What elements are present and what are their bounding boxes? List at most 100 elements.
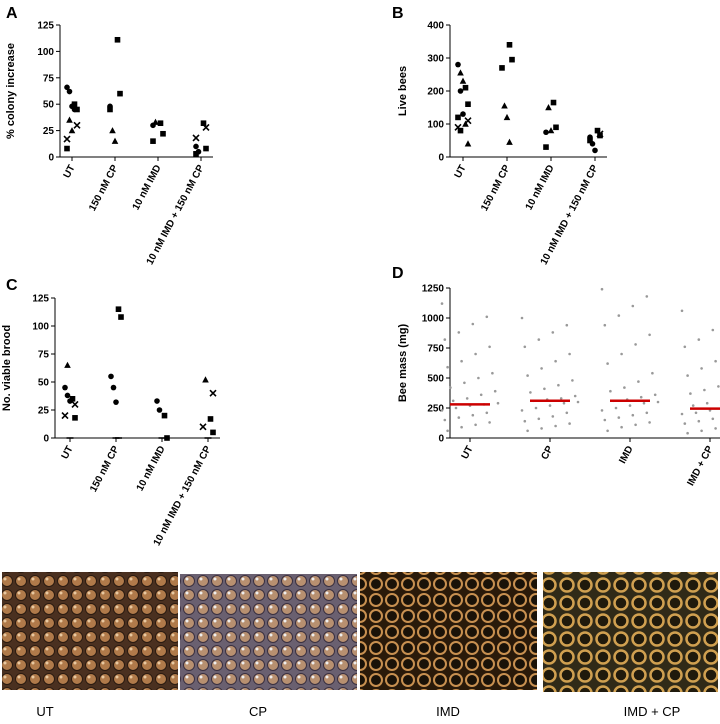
point bbox=[493, 389, 497, 393]
point bbox=[606, 362, 609, 365]
point bbox=[460, 359, 463, 363]
point bbox=[66, 116, 73, 123]
x-tick-label: UT bbox=[60, 444, 76, 461]
point bbox=[639, 395, 643, 399]
point bbox=[156, 407, 163, 413]
point bbox=[537, 338, 541, 341]
point bbox=[455, 114, 461, 121]
point bbox=[691, 404, 695, 407]
point bbox=[459, 77, 467, 84]
point bbox=[543, 387, 546, 391]
y-tick-label: 200 bbox=[427, 87, 444, 98]
point bbox=[152, 118, 159, 125]
y-tick-label: 1000 bbox=[422, 314, 445, 325]
point bbox=[520, 316, 524, 320]
point bbox=[111, 137, 119, 144]
point bbox=[499, 65, 505, 71]
point bbox=[557, 383, 560, 387]
y-tick-label: 125 bbox=[32, 294, 49, 305]
point bbox=[157, 120, 164, 127]
point bbox=[72, 415, 78, 421]
point bbox=[440, 409, 444, 412]
point bbox=[477, 376, 480, 380]
point bbox=[617, 314, 621, 317]
point bbox=[113, 399, 119, 405]
x-tick-label: 150 nM CP bbox=[87, 163, 121, 213]
panel-label: A bbox=[6, 5, 18, 22]
point bbox=[74, 106, 80, 113]
point bbox=[449, 386, 452, 389]
panel-label: C bbox=[6, 277, 18, 294]
point bbox=[109, 127, 116, 134]
y-tick-label: 75 bbox=[38, 350, 50, 361]
point bbox=[202, 123, 210, 131]
point bbox=[576, 400, 580, 404]
point bbox=[697, 419, 701, 423]
photo bbox=[180, 574, 357, 690]
point bbox=[648, 333, 651, 337]
point bbox=[474, 423, 477, 427]
point bbox=[203, 145, 209, 152]
point bbox=[454, 123, 462, 131]
y-axis-label: No. viable brood bbox=[1, 325, 13, 411]
point bbox=[620, 352, 623, 356]
point bbox=[71, 101, 78, 107]
point bbox=[565, 411, 569, 415]
point bbox=[529, 391, 532, 394]
x-tick-label: UT bbox=[62, 163, 78, 180]
point bbox=[520, 409, 524, 412]
point bbox=[543, 144, 549, 150]
point bbox=[683, 345, 687, 349]
point bbox=[600, 409, 604, 412]
point bbox=[457, 88, 464, 94]
point bbox=[609, 389, 612, 393]
point bbox=[460, 425, 463, 429]
y-tick-label: 25 bbox=[38, 406, 50, 417]
point bbox=[642, 401, 646, 405]
photo bbox=[2, 572, 178, 690]
point bbox=[547, 127, 555, 134]
y-tick-label: 0 bbox=[43, 434, 49, 445]
point bbox=[689, 392, 692, 395]
caption: IMD bbox=[436, 704, 460, 719]
point bbox=[694, 411, 698, 415]
y-tick-label: 250 bbox=[427, 404, 444, 415]
point bbox=[485, 315, 489, 319]
point bbox=[207, 416, 214, 422]
point bbox=[550, 99, 557, 106]
point bbox=[523, 419, 527, 423]
point bbox=[645, 295, 649, 298]
x-tick-label: UT bbox=[460, 444, 476, 461]
y-tick-label: 750 bbox=[427, 344, 444, 355]
point bbox=[114, 36, 121, 43]
point bbox=[64, 145, 70, 152]
point bbox=[496, 401, 500, 405]
y-axis-label: % colony increase bbox=[5, 43, 17, 139]
point bbox=[568, 422, 571, 425]
point bbox=[443, 338, 447, 341]
point bbox=[628, 404, 632, 407]
point bbox=[553, 124, 559, 131]
point bbox=[603, 323, 607, 327]
point bbox=[651, 371, 654, 375]
point bbox=[714, 427, 717, 430]
point bbox=[680, 309, 684, 313]
point bbox=[503, 113, 511, 121]
point bbox=[471, 413, 475, 417]
point bbox=[161, 412, 168, 419]
point bbox=[465, 101, 471, 107]
point bbox=[457, 416, 461, 419]
point bbox=[193, 143, 199, 150]
point bbox=[464, 140, 472, 147]
point bbox=[540, 367, 543, 370]
point bbox=[545, 104, 552, 111]
point bbox=[451, 399, 455, 403]
point bbox=[64, 361, 71, 368]
point bbox=[697, 338, 701, 341]
y-tick-label: 0 bbox=[48, 153, 54, 164]
caption: CP bbox=[249, 704, 267, 719]
point bbox=[202, 376, 209, 383]
y-tick-label: 50 bbox=[38, 378, 50, 389]
point bbox=[534, 406, 538, 410]
point bbox=[703, 388, 706, 392]
